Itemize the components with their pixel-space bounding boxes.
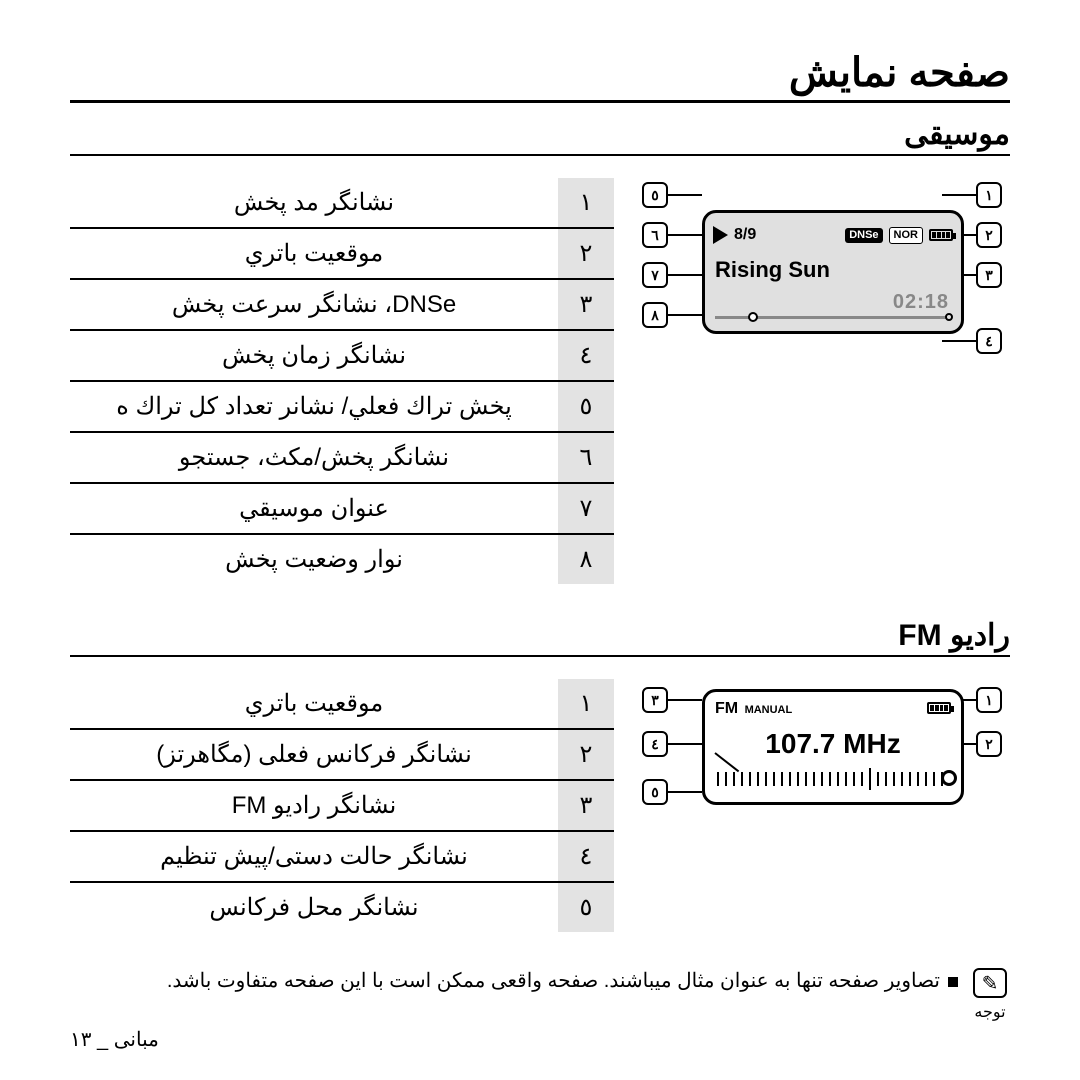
legend-num: ٥ <box>558 381 614 432</box>
note-icon-label: توجه <box>970 1002 1010 1022</box>
footer-page-number: ١٣ <box>70 1029 91 1051</box>
frequency: 107.7 MHz <box>705 728 961 760</box>
title-rule <box>70 100 1010 103</box>
legend-num: ٦ <box>558 432 614 483</box>
radio-screen: FM MANUAL 107.7 MHz <box>702 689 964 805</box>
callout-pin: ١ <box>976 687 1002 719</box>
song-title: Rising Sun <box>715 257 830 283</box>
legend-num: ٧ <box>558 483 614 534</box>
callout-pin: ٥ <box>642 779 668 811</box>
legend-label: نشانگر فرکانس فعلی (مگاهرتز) <box>70 729 558 780</box>
legend-num: ٣ <box>558 279 614 330</box>
table-row: ٦نشانگر پخش/مکث، جستجو <box>70 432 614 483</box>
music-screen: 8/9 DNSe NOR Rising Sun 02:18 <box>702 210 964 334</box>
legend-num: ٢ <box>558 228 614 279</box>
manual-page: صفحه نمایش موسیقی ١نشانگر مد پخش ٢موقعيت… <box>0 0 1080 1080</box>
callout-pin: ٣ <box>642 687 668 719</box>
note-block: ✎ توجه تصاویر صفحه تنها به عنوان مثال می… <box>70 968 1010 1022</box>
table-row: ٨نوار وضعيت پخش <box>70 534 614 584</box>
note-icon: ✎ توجه <box>970 968 1010 1022</box>
table-row: ٢نشانگر فرکانس فعلی (مگاهرتز) <box>70 729 614 780</box>
legend-num: ٥ <box>558 882 614 932</box>
footer-chapter: مبانی <box>114 1029 159 1051</box>
dnse-badge: DNSe <box>845 228 882 243</box>
nor-badge: NOR <box>889 227 923 244</box>
legend-label: عنوان موسيقي <box>70 483 558 534</box>
music-rule <box>70 154 1010 156</box>
callout-pin: ٣ <box>976 262 1002 294</box>
callout-pin: ٦ <box>642 222 668 254</box>
table-row: ٣DNSe، نشانگر سرعت پخش <box>70 279 614 330</box>
progress-bar <box>715 313 951 321</box>
frequency-dial <box>717 768 947 790</box>
table-row: ٣نشانگر رادیو FM <box>70 780 614 831</box>
callout-pin: ٢ <box>976 222 1002 254</box>
legend-num: ٤ <box>558 831 614 882</box>
radio-rule <box>70 655 1010 657</box>
play-time: 02:18 <box>893 291 949 314</box>
legend-label: پخش تراك فعلي/ نشانر تعداد کل تراك ه <box>70 381 558 432</box>
legend-label: DNSe، نشانگر سرعت پخش <box>70 279 558 330</box>
radio-screen-figure: ١ ٢ ٣ ٤ ٥ FM MANUAL 107.7 MHz <box>642 679 1002 839</box>
callout-pin: ٧ <box>642 262 668 294</box>
track-counter: 8/9 <box>734 226 756 244</box>
legend-label: نشانگر مد پخش <box>70 178 558 228</box>
callout-pin: ٥ <box>642 182 668 214</box>
legend-label: نشانگر حالت دستی/پیش تنظیم <box>70 831 558 882</box>
callout-pin: ٤ <box>976 328 1002 360</box>
radio-heading: رادیو FM <box>70 618 1010 653</box>
page-footer: مبانی _ ١٣ <box>70 1027 159 1052</box>
music-heading: موسیقی <box>70 117 1010 152</box>
legend-num: ١ <box>558 679 614 729</box>
note-text: تصاویر صفحه تنها به عنوان مثال میباشند. … <box>167 968 958 993</box>
callout-pin: ٨ <box>642 302 668 334</box>
legend-num: ٤ <box>558 330 614 381</box>
play-icon <box>713 226 728 244</box>
music-legend-table: ١نشانگر مد پخش ٢موقعيت باتري ٣DNSe، نشان… <box>70 178 614 584</box>
table-row: ٥پخش تراك فعلي/ نشانر تعداد کل تراك ه <box>70 381 614 432</box>
fm-mode: FM MANUAL <box>715 700 792 718</box>
table-row: ١موقعيت باتري <box>70 679 614 729</box>
legend-num: ١ <box>558 178 614 228</box>
dial-knob-icon <box>941 770 957 786</box>
callout-pin: ٢ <box>976 731 1002 763</box>
legend-label: نشانگر رادیو FM <box>70 780 558 831</box>
bullet-icon <box>948 977 958 987</box>
status-bar: 8/9 DNSe NOR <box>713 223 953 247</box>
table-row: ٤نشانگر حالت دستی/پیش تنظیم <box>70 831 614 882</box>
legend-label: نوار وضعيت پخش <box>70 534 558 584</box>
legend-label: نشانگر زمان پخش <box>70 330 558 381</box>
legend-label: نشانگر محل فرکانس <box>70 882 558 932</box>
radio-legend-table: ١موقعيت باتري ٢نشانگر فرکانس فعلی (مگاهر… <box>70 679 614 932</box>
legend-num: ٣ <box>558 780 614 831</box>
callout-pin: ١ <box>976 182 1002 214</box>
music-screen-figure: ١ ٢ ٣ ٤ ٥ ٦ ٧ ٨ 8/9 DNSe <box>642 178 1002 358</box>
legend-label: نشانگر پخش/مکث، جستجو <box>70 432 558 483</box>
footer-sep: _ <box>97 1029 108 1051</box>
table-row: ١نشانگر مد پخش <box>70 178 614 228</box>
table-row: ٢موقعيت باتري <box>70 228 614 279</box>
legend-label: موقعيت باتري <box>70 679 558 729</box>
table-row: ٥نشانگر محل فرکانس <box>70 882 614 932</box>
dial-needle <box>869 768 871 790</box>
table-row: ٤نشانگر زمان پخش <box>70 330 614 381</box>
legend-num: ٢ <box>558 729 614 780</box>
page-title: صفحه نمایش <box>70 50 1010 96</box>
fm-mode-sub: MANUAL <box>745 704 793 716</box>
table-row: ٧عنوان موسيقي <box>70 483 614 534</box>
callout-pin: ٤ <box>642 731 668 763</box>
fm-mode-text: FM <box>715 700 738 717</box>
radio-section: ١موقعيت باتري ٢نشانگر فرکانس فعلی (مگاهر… <box>70 679 1010 932</box>
battery-icon <box>929 229 953 241</box>
legend-num: ٨ <box>558 534 614 584</box>
music-section: ١نشانگر مد پخش ٢موقعيت باتري ٣DNSe، نشان… <box>70 178 1010 584</box>
battery-icon <box>927 702 951 714</box>
pencil-icon: ✎ <box>973 968 1007 998</box>
legend-label: موقعيت باتري <box>70 228 558 279</box>
